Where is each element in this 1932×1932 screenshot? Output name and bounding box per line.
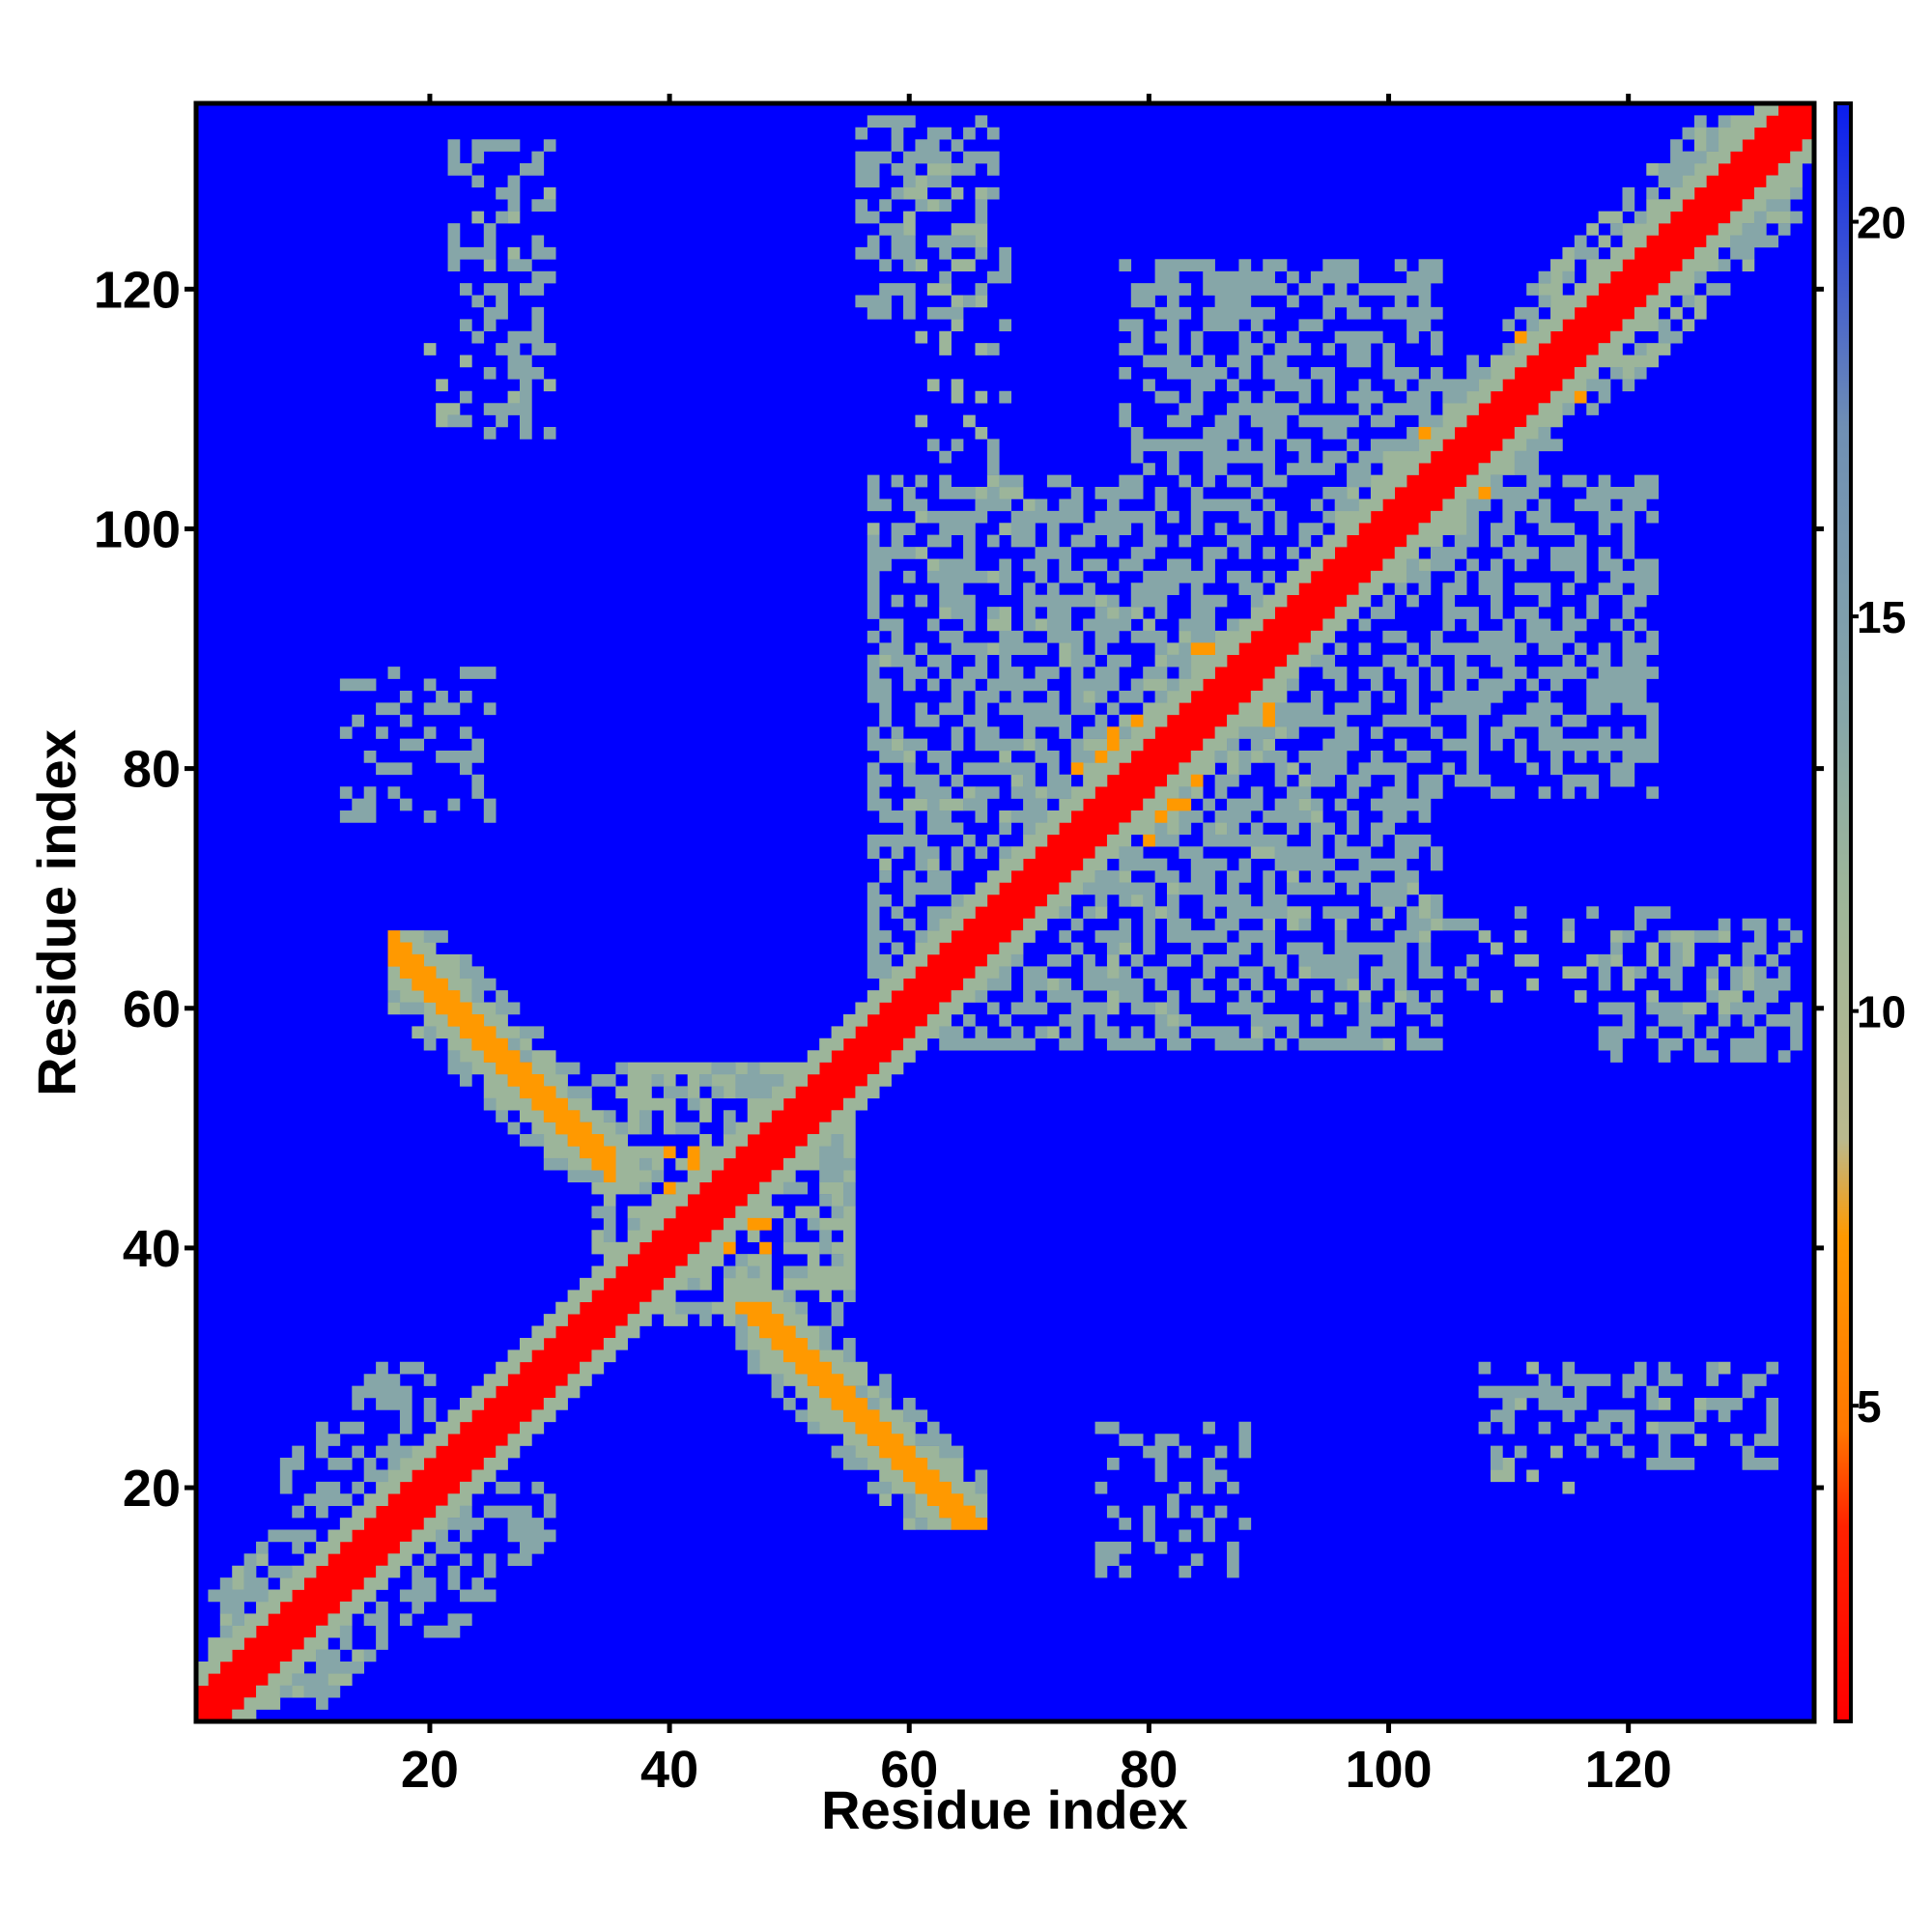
y-tick-label: 120 [94, 261, 181, 319]
colorbar-tick-label: 15 [1857, 592, 1906, 642]
colorbar-frame [1833, 101, 1853, 1723]
colorbar-tick-label: 10 [1857, 987, 1906, 1037]
x-tick-label: 80 [1120, 1741, 1178, 1799]
colorbar-tick-label: 5 [1857, 1381, 1882, 1432]
colorbar: 5 10 15 20 [1833, 101, 1906, 1723]
plot-frame [193, 100, 1817, 1724]
x-tick-label: 120 [1585, 1741, 1672, 1799]
heatmap-cells [196, 103, 1815, 1722]
colorbar-tick-label: 20 [1857, 198, 1906, 248]
x-tick-label: 60 [880, 1741, 938, 1799]
x-tick-label: 20 [401, 1741, 459, 1799]
x-tick-label: 100 [1345, 1741, 1432, 1799]
y-tick-label: 100 [94, 500, 181, 558]
y-axis-title: Residue index [26, 729, 87, 1096]
y-tick-label: 80 [123, 741, 181, 799]
y-tick-label: 20 [123, 1460, 181, 1518]
x-axis-title: Residue index [821, 1779, 1188, 1840]
axis-ticks: 20 40 60 80 100 120 20 40 60 80 100 120 [94, 94, 1824, 1799]
colorbar-gradient [1835, 103, 1851, 1721]
heatmap-cell-group [196, 103, 1815, 1722]
y-tick-label: 60 [123, 980, 181, 1038]
x-tick-label: 40 [640, 1741, 698, 1799]
y-tick-label: 40 [123, 1220, 181, 1278]
